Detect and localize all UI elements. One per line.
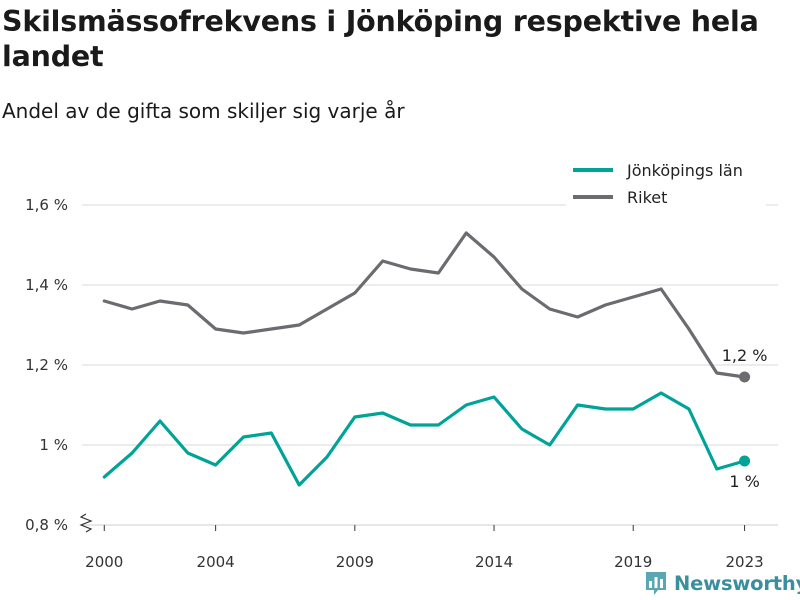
series-line-jonkoping[interactable] [102,391,747,487]
newsworthy-logo[interactable]: Newsworthy [644,570,800,596]
chart-subtitle: Andel av de gifta som skiljer sig varje … [2,99,405,123]
data-labels: 1 % 1,2 % [722,346,768,491]
x-tick-label: 2000 [85,553,123,571]
series-line-riket[interactable] [102,231,747,379]
x-tick-label: 2019 [614,553,652,571]
gridlines [82,204,778,446]
y-tick-label: 1 % [39,436,68,454]
legend-label-riket: Riket [627,188,667,207]
y-tick-label: 1,6 % [25,196,68,214]
x-tick-label: 2009 [336,553,374,571]
brand-name: Newsworthy [674,571,800,595]
series-lines [102,231,751,487]
x-tick-label: 2014 [475,553,513,571]
legend[interactable]: Jönköpings län Riket [566,152,766,208]
x-tick-label: 2004 [197,553,235,571]
legend-label-jonkoping: Jönköpings län [626,161,743,180]
y-tick-label: 1,4 % [25,276,68,294]
axes: 0,8 % 1 % 1,2 % 1,4 % 1,6 % 2000 2004 2009 2014 2… [25,196,778,571]
y-tick-label: 0,8 % [25,516,68,534]
bar-chart-icon [646,572,666,595]
chart-title: Skilsmässofrekvens i Jönköping respektiv… [2,5,759,73]
end-point-marker[interactable] [739,371,751,383]
axis-break-icon [79,513,93,533]
y-tick-label: 1,2 % [25,356,68,374]
end-value-label: 1 % [729,472,759,491]
x-tick-label: 2023 [725,553,763,571]
end-value-label: 1,2 % [722,346,768,365]
end-point-marker[interactable] [739,455,751,467]
